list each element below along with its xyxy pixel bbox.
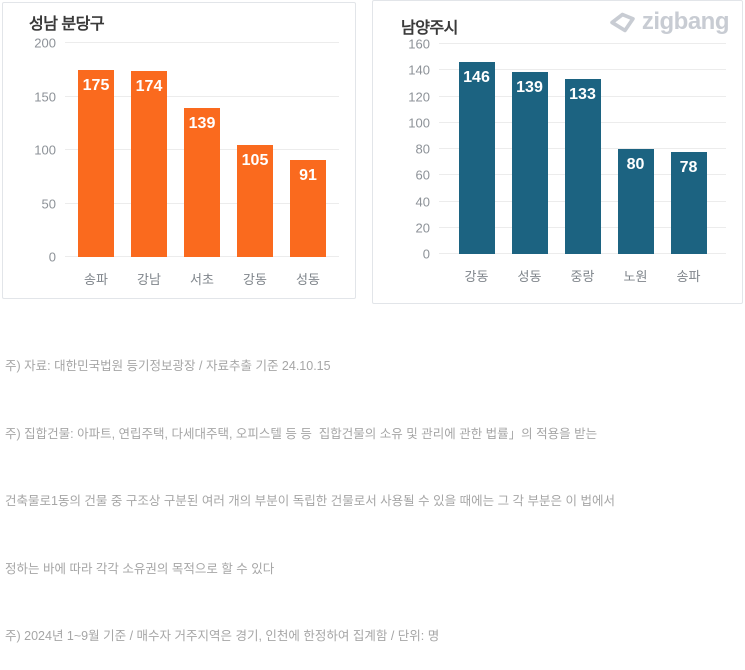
bar-서초: 139 [184, 108, 220, 257]
chart-x-axis-labels: 강동 성동 중랑 노원 송파 [439, 266, 726, 285]
bar-value-label: 175 [82, 76, 110, 94]
gridline [439, 43, 726, 44]
y-axis-tick-label: 100 [34, 142, 56, 158]
x-axis-category-label: 송파 [84, 272, 108, 287]
y-axis-tick-label: 200 [34, 35, 56, 51]
bar-송파: 175 [78, 69, 114, 257]
gridline [439, 69, 726, 71]
bar-노원: 80 [617, 149, 654, 254]
footnote-line: 정하는 바에 따라 각각 소유권의 목적으로 할 수 있다 [5, 561, 275, 576]
x-axis-category-label: 성동 [296, 272, 320, 287]
chart-title: 성남 분당구 [29, 16, 105, 33]
chart-plot-area: 146 139 133 80 78 강동 성동 중랑 노원 송파 0 20 40 60 80 100 120… [408, 37, 726, 284]
footnote-line: 주) 자료: 대한민국법원 등기정보광장 / 자료추출 기준 24.10.15 [5, 359, 331, 373]
zigbang-logo: zigbang [609, 8, 730, 35]
zigbang-logo-text: zigbang [641, 8, 730, 35]
bar-중랑: 133 [564, 79, 601, 254]
chart-bars: 175 174 139 105 91 [65, 43, 339, 257]
y-axis-tick-label: 50 [41, 196, 56, 211]
x-axis-category-label: 서초 [190, 272, 214, 287]
x-axis-category-label: 중랑 [570, 269, 595, 284]
footnotes: 주) 자료: 대한민국법원 등기정보광장 / 자료추출 기준 24.10.15 … [5, 310, 743, 670]
chart-plot-area: 175 174 139 105 91 송파 강남 서초 강동 성동 0 50 100 150 200 [34, 36, 339, 287]
bar-강남: 174 [131, 70, 167, 257]
bar-송파: 78 [670, 151, 707, 254]
y-axis-tick-label: 40 [415, 194, 430, 209]
x-axis-category-label: 송파 [676, 269, 701, 284]
bar-성동: 91 [290, 159, 326, 257]
y-axis-tick-label: 120 [408, 89, 430, 104]
bar-value-label: 78 [679, 158, 698, 176]
gridline [65, 95, 339, 97]
chart-panel-namyangju: 남양주시 zigbang 146 139 133 80 78 강동 성동 중랑 노원 송파 0 2… [372, 0, 743, 304]
y-axis-tick-label: 160 [408, 36, 430, 52]
x-axis-category-label: 강동 [243, 272, 267, 287]
y-axis-tick-label: 80 [415, 141, 430, 157]
bar-value-label: 91 [299, 166, 317, 184]
gridline [65, 42, 339, 43]
footnote-line: 건축물로1동의 건물 중 구조상 구분된 여러 개의 부분이 독립한 건물로서 … [5, 494, 615, 508]
y-axis-tick-label: 0 [422, 246, 430, 262]
y-axis-tick-label: 100 [408, 115, 430, 131]
x-axis-category-label: 성동 [517, 269, 542, 284]
chart-x-axis-labels: 송파 강남 서초 강동 성동 [65, 269, 339, 288]
zigbang-logo-icon [609, 12, 636, 33]
bar-value-label: 146 [463, 69, 490, 87]
bar-강동: 146 [458, 62, 495, 254]
bar-value-label: 139 [188, 115, 216, 133]
y-axis-tick-label: 60 [415, 167, 430, 183]
y-axis-tick-label: 20 [415, 220, 430, 236]
chart-bars: 146 139 133 80 78 [439, 44, 726, 254]
bar-성동: 139 [511, 71, 548, 254]
bar-value-label: 174 [135, 77, 163, 95]
y-axis-tick-label: 150 [34, 89, 56, 104]
footnote-line: 주) 2024년 1~9월 기준 / 매수자 거주지역은 경기, 인천에 한정하… [5, 629, 440, 643]
y-axis-tick-label: 140 [408, 62, 430, 78]
bar-value-label: 80 [626, 156, 645, 173]
bar-강동: 105 [237, 144, 273, 257]
y-axis-tick-label: 0 [48, 249, 56, 265]
chart-panel-seongnam-bundang: 성남 분당구 175 174 139 105 91 송파 강남 서초 강동 성동 0 50 100 1… [2, 2, 356, 299]
x-axis-category-label: 강동 [464, 269, 489, 284]
chart-title: 남양주시 [401, 20, 458, 37]
x-axis-category-label: 강남 [137, 272, 161, 287]
bar-value-label: 105 [241, 151, 269, 169]
bar-value-label: 139 [516, 78, 543, 96]
bar-value-label: 133 [569, 86, 596, 104]
x-axis-category-label: 노원 [623, 269, 648, 284]
